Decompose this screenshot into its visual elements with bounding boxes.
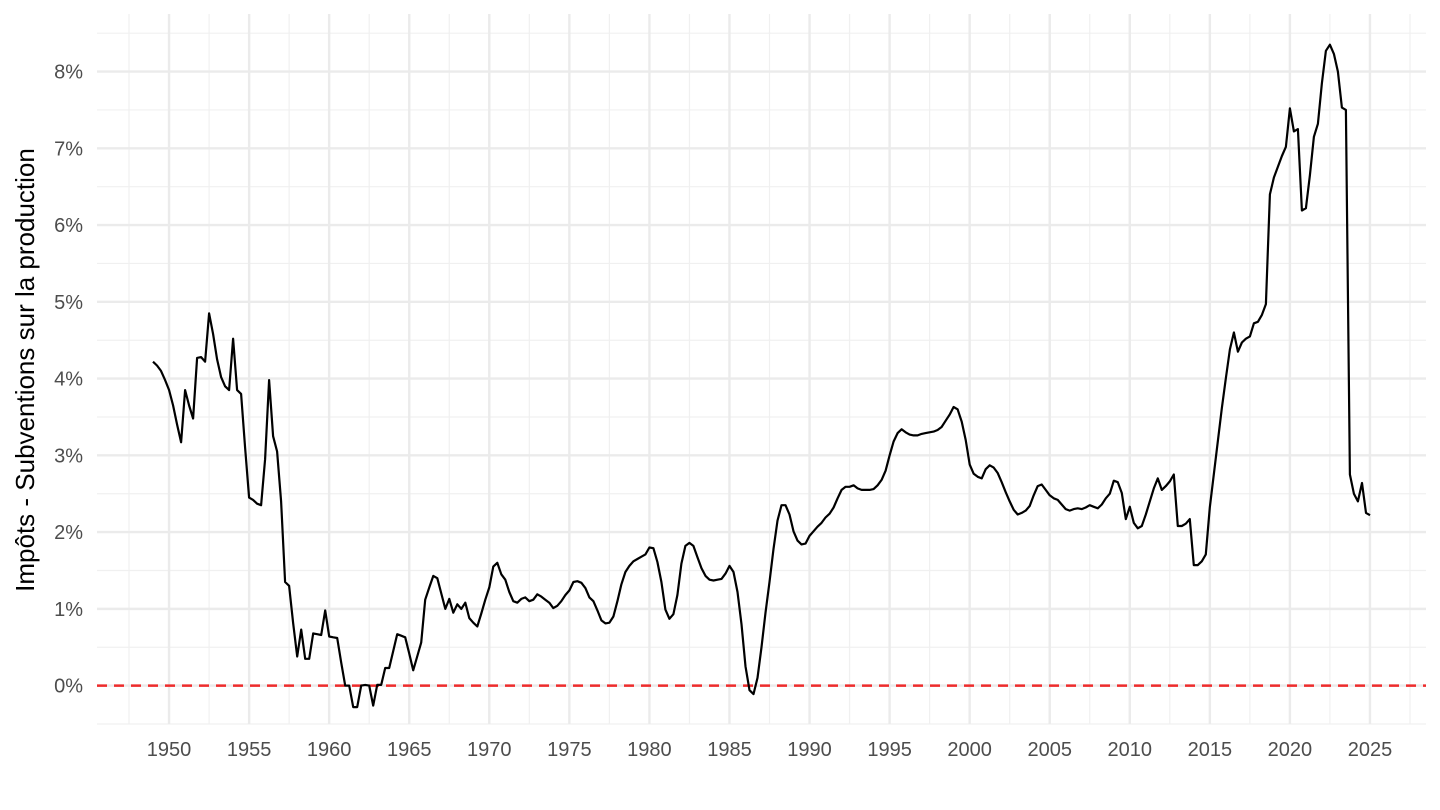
x-tick-label: 2025 [1348,739,1393,761]
y-tick-label: 0% [54,676,83,698]
series-line [152,43,1371,709]
y-tick-label: 5% [54,292,83,314]
x-tick-label: 2000 [947,739,992,761]
grid-lines [97,14,1426,725]
y-tick-label: 7% [54,138,83,160]
x-tick-label: 1990 [787,739,832,761]
y-tick-label: 4% [54,369,83,391]
x-tick-label: 1955 [227,739,272,761]
x-tick-label: 1985 [707,739,752,761]
x-tick-label: 2005 [1027,739,1072,761]
x-tick-label: 2015 [1188,739,1233,761]
x-tick-label: 1970 [467,739,512,761]
x-tick-label: 1980 [627,739,672,761]
series-layer [152,43,1371,709]
y-axis-tick-labels: 0% 1% 2% 3% 4% 5% 6% 7% 8% [54,62,83,698]
y-tick-label: 3% [54,445,83,467]
x-axis-tick-labels: 1950 1955 1960 1965 1970 1975 1980 1985 1990 1995… [147,739,1392,761]
x-tick-label: 2020 [1268,739,1313,761]
x-tick-label: 2010 [1108,739,1153,761]
x-tick-label: 1965 [387,739,432,761]
x-tick-label: 1995 [867,739,912,761]
x-tick-label: 1950 [147,739,192,761]
y-tick-label: 6% [54,215,83,237]
y-tick-label: 2% [54,522,83,544]
y-tick-label: 1% [54,599,83,621]
x-tick-label: 1960 [307,739,352,761]
x-tick-label: 1975 [547,739,592,761]
y-tick-label: 8% [54,62,83,84]
y-axis-title: Impôts - Subventions sur la production [10,148,40,592]
